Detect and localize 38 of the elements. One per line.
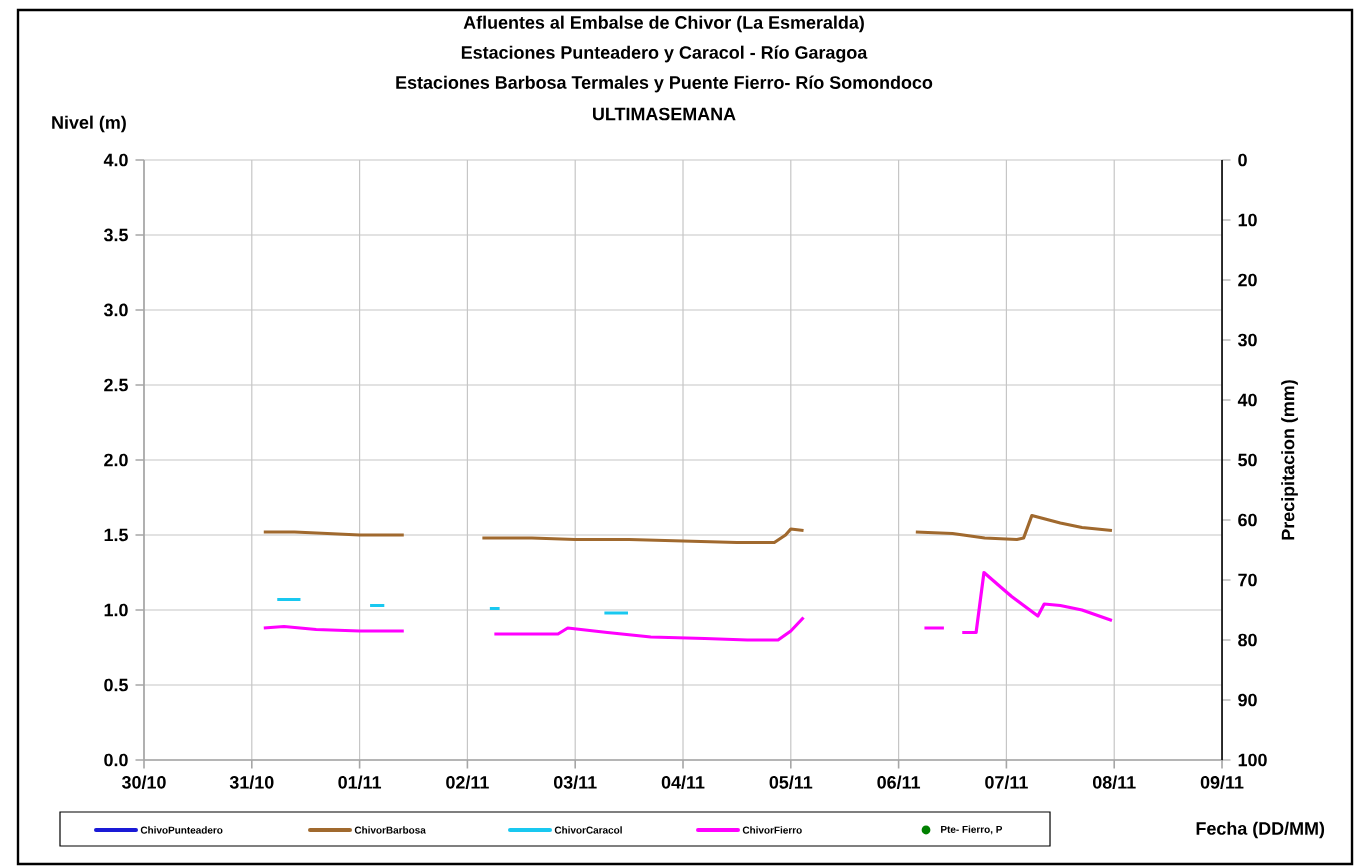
chart-title: Afluentes al Embalse de Chivor (La Esmeralda) — [463, 15, 864, 33]
x-tick-label: 01/11 — [338, 775, 382, 789]
y2-tick-label: 0 — [1238, 153, 1247, 167]
y-tick-label: 1.0 — [104, 603, 128, 617]
y2-tick-label: 100 — [1238, 753, 1267, 767]
x-tick-label: 07/11 — [985, 775, 1028, 789]
x-tick-label: 02/11 — [446, 775, 489, 789]
y-tick-label: 0.5 — [104, 678, 128, 692]
y-tick-label: 0.0 — [104, 753, 128, 767]
y2-tick-label: 70 — [1238, 573, 1257, 587]
y-tick-label: 3.5 — [103, 228, 128, 242]
x-tick-label: 05/11 — [769, 775, 813, 789]
y-tick-label: 2.5 — [104, 378, 128, 392]
x-tick-label: 09/11 — [1200, 775, 1244, 789]
x-axis-title: Fecha (DD/MM) — [1196, 821, 1325, 839]
chart-subtitle: Estaciones Punteadero y Caracol - Río Garagoa — [461, 45, 868, 63]
y2-tick-label: 30 — [1237, 333, 1257, 347]
x-tick-label: 04/11 — [661, 775, 705, 789]
y-tick-label: 4.0 — [103, 153, 128, 167]
y2-axis-title: Precipitacion (mm) — [1281, 380, 1298, 540]
y2-tick-label: 90 — [1238, 693, 1257, 707]
y-tick-label: 1.5 — [104, 528, 128, 542]
y-tick-label: 2.0 — [104, 453, 128, 467]
y2-tick-label: 60 — [1238, 513, 1257, 527]
y-tick-label: 3.0 — [103, 303, 128, 317]
x-tick-label: 08/11 — [1092, 775, 1136, 789]
x-tick-label: 30/10 — [121, 775, 166, 789]
y2-tick-label: 50 — [1238, 453, 1257, 467]
y2-tick-label: 20 — [1238, 273, 1257, 287]
y2-tick-label: 10 — [1238, 213, 1257, 227]
y-axis-title: Nivel (m) — [52, 115, 126, 133]
x-tick-label: 06/11 — [877, 775, 921, 789]
y2-tick-label: 80 — [1238, 633, 1257, 647]
x-tick-label: 03/11 — [553, 775, 597, 789]
y2-tick-label: 40 — [1237, 393, 1257, 407]
x-tick-label: 31/10 — [229, 775, 274, 789]
text: Estaciones Barbosa Termales y Puente Fierro- Río Somondoco — [396, 75, 933, 93]
text: ULTIMASEMANA — [593, 107, 736, 121]
